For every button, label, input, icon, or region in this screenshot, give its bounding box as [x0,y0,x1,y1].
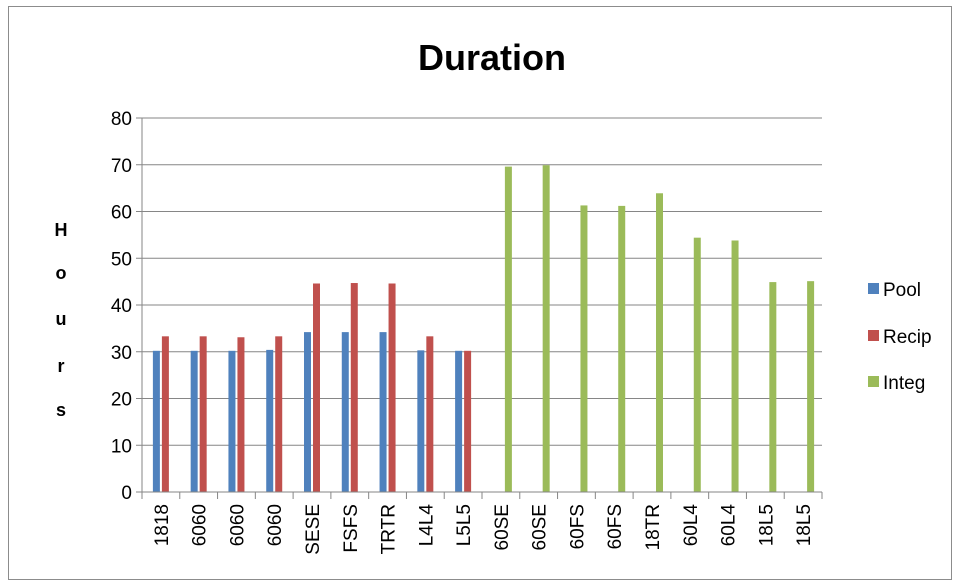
legend-label-recip: Recip [883,327,932,348]
x-tick-label: 18L5 [756,504,777,546]
axes [136,117,823,499]
bar-integ [807,281,815,492]
x-tick-label: 18TR [643,504,664,550]
y-axis-label-letter: o [56,263,67,283]
y-tick-label: 80 [111,109,132,130]
x-tick-label: SESE [303,504,324,555]
bar-integ [542,165,550,492]
x-tick-label: FSFS [341,504,362,553]
bar-integ [580,205,588,493]
bar-integ [693,237,701,492]
bar-pool [304,332,311,492]
bar-recip [161,336,169,492]
y-axis-label-letter: H [55,220,68,240]
bar-recip [237,337,245,492]
bar-integ [731,240,739,492]
gridlines [142,117,822,446]
bar-recip [388,283,396,492]
x-tick-label: 60FS [567,504,588,549]
bars [152,165,815,493]
legend-label-pool: Pool [883,280,921,301]
bar-recip [464,350,472,492]
legend-swatch-integ [868,376,879,387]
x-tick-label: L4L4 [416,504,437,547]
bar-pool [190,350,198,492]
bar-pool [152,350,160,492]
y-tick-label: 70 [111,156,132,177]
bar-pool [266,349,274,492]
x-tick-labels: 1818 6060 6060 6060 SESE FSFS TRTR L4L4 L5L5 60SE… [152,504,815,555]
bar-recip [275,336,283,492]
x-tick-label: TRTR [379,504,400,554]
x-tick-label: 60SE [492,504,513,550]
bar-pool [228,350,236,492]
bar-recip [350,283,358,492]
y-axis-label-letter: s [56,400,66,420]
bar-recip [313,283,320,492]
x-tick-label: L5L5 [454,504,475,546]
y-axis-label-letter: r [57,356,64,376]
y-axis-label-letter: u [56,309,67,329]
chart-frame: Duration 0 10 20 30 40 50 60 70 80 1818 6060 6060 6… [8,6,952,580]
x-tick-label: 6060 [190,504,211,546]
legend-swatch-pool [868,283,879,294]
x-tick-label: 6060 [265,504,286,546]
duration-chart: Duration 0 10 20 30 40 50 60 70 80 1818 6060 6060 6… [55,37,932,555]
y-tick-label: 10 [111,436,132,457]
y-tick-label: 0 [121,483,132,504]
bar-recip [426,336,434,492]
bar-integ [656,193,663,492]
x-tick-label: 60SE [530,504,551,550]
y-tick-label: 60 [111,203,132,224]
y-tick-label: 50 [111,249,132,270]
bar-pool [417,350,425,492]
chart-title: Duration [418,37,566,78]
bar-pool [455,350,463,492]
bar-pool [379,332,387,492]
x-tick-label: 6060 [227,504,248,546]
y-tick-labels: 0 10 20 30 40 50 60 70 80 [111,109,132,504]
x-tick-label: 60L4 [681,504,702,547]
y-tick-label: 40 [111,296,132,317]
y-tick-label: 30 [111,343,132,364]
y-axis-label: Ho u r s [55,220,68,420]
legend-label-integ: Integ [883,373,925,394]
x-tick-label: 18L5 [794,504,815,546]
bar-integ [618,205,626,492]
legend-swatch-recip [868,330,879,341]
x-tick-label: 1818 [152,504,173,546]
bar-pool [341,332,349,492]
y-tick-label: 20 [111,390,132,411]
legend: Pool Recip Integ [868,280,932,394]
bar-integ [504,166,512,492]
bar-recip [199,336,207,492]
x-tick-label: 60FS [605,504,626,549]
x-tick-label: 60L4 [719,504,740,547]
bar-integ [769,282,777,492]
